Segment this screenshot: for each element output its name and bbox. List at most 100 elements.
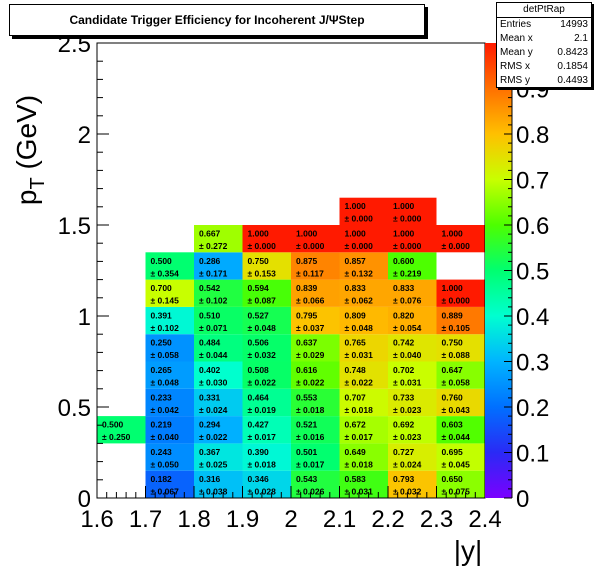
stats-label: Entries bbox=[500, 19, 532, 30]
stats-label: RMS x bbox=[500, 61, 530, 72]
x-tick-label: 2 bbox=[284, 506, 297, 533]
cell-value-label: 0.501 bbox=[296, 447, 318, 457]
cell-value-label: 0.733 bbox=[393, 392, 415, 402]
cell-value-label: 0.286 bbox=[199, 256, 221, 266]
heatmap-cell bbox=[242, 388, 291, 417]
cell-error-label: ± 0.040 bbox=[393, 350, 422, 360]
cell-value-label: 0.649 bbox=[345, 447, 367, 457]
cell-error-label: ± 0.022 bbox=[345, 378, 374, 388]
cell-value-label: 0.543 bbox=[296, 474, 318, 484]
y-tick-label: 0.5 bbox=[58, 395, 91, 422]
stats-label: RMS y bbox=[500, 75, 530, 86]
cell-error-label: ± 0.000 bbox=[393, 241, 422, 251]
cell-error-label: ± 0.016 bbox=[296, 432, 325, 442]
stats-label: Mean y bbox=[500, 47, 533, 58]
cell-value-label: 0.692 bbox=[393, 420, 415, 430]
cell-value-label: 0.294 bbox=[199, 420, 221, 430]
cell-value-label: 0.508 bbox=[248, 365, 270, 375]
cell-error-label: ± 0.067 bbox=[151, 487, 180, 497]
heatmap-cell bbox=[291, 225, 340, 253]
heatmap-cell bbox=[145, 252, 194, 280]
heatmap-cell bbox=[388, 388, 437, 417]
cell-value-label: 0.742 bbox=[393, 338, 415, 348]
cell-error-label: ± 0.028 bbox=[248, 487, 277, 497]
cell-value-label: 0.500 bbox=[102, 420, 124, 430]
y-tick-label: 1.5 bbox=[58, 213, 91, 240]
cell-value-label: 0.391 bbox=[151, 310, 173, 320]
y-tick-label: 2 bbox=[78, 122, 91, 149]
cell-error-label: ± 0.058 bbox=[442, 378, 471, 388]
heatmap-cell bbox=[291, 416, 340, 444]
cell-error-label: ± 0.029 bbox=[296, 350, 325, 360]
cell-value-label: 0.583 bbox=[345, 474, 367, 484]
cell-value-label: 0.833 bbox=[345, 283, 367, 293]
cell-value-label: 0.484 bbox=[199, 338, 221, 348]
cell-error-label: ± 0.038 bbox=[199, 487, 228, 497]
cell-error-label: ± 0.058 bbox=[151, 350, 180, 360]
cell-error-label: ± 0.037 bbox=[296, 323, 325, 333]
cell-error-label: ± 0.087 bbox=[248, 296, 277, 306]
cell-value-label: 0.667 bbox=[199, 228, 221, 238]
cell-error-label: ± 0.153 bbox=[248, 268, 277, 278]
heatmap-cell bbox=[388, 279, 437, 307]
heatmap-cell bbox=[242, 306, 291, 335]
cell-error-label: ± 0.017 bbox=[345, 432, 374, 442]
cell-error-label: ± 0.088 bbox=[442, 350, 471, 360]
cell-error-label: ± 0.048 bbox=[345, 323, 374, 333]
cell-value-label: 0.527 bbox=[248, 310, 270, 320]
stats-histogram-name: detPtRap bbox=[497, 3, 591, 18]
heatmap-cell bbox=[436, 334, 485, 362]
cell-value-label: 0.750 bbox=[248, 256, 270, 266]
cell-error-label: ± 0.272 bbox=[199, 241, 228, 251]
cell-error-label: ± 0.219 bbox=[393, 268, 422, 278]
cell-error-label: ± 0.031 bbox=[393, 378, 422, 388]
heatmap-cell bbox=[339, 388, 388, 417]
palette-tick-label: 0.7 bbox=[516, 168, 549, 195]
heatmap-cell bbox=[194, 361, 243, 389]
heatmap-cell bbox=[242, 443, 291, 471]
heatmap-cell bbox=[291, 443, 340, 471]
cell-value-label: 0.750 bbox=[442, 338, 464, 348]
cell-value-label: 0.250 bbox=[151, 338, 173, 348]
cell-error-label: ± 0.000 bbox=[442, 296, 471, 306]
heatmap-cell bbox=[339, 470, 388, 498]
cell-value-label: 0.765 bbox=[345, 338, 367, 348]
heatmap-cell bbox=[194, 470, 243, 498]
cell-error-label: ± 0.045 bbox=[442, 459, 471, 469]
cell-error-label: ± 0.071 bbox=[199, 323, 228, 333]
heatmap-cell bbox=[436, 279, 485, 307]
heatmap-cell bbox=[145, 334, 194, 362]
cell-error-label: ± 0.250 bbox=[102, 432, 131, 442]
cell-value-label: 0.702 bbox=[393, 365, 415, 375]
cell-error-label: ± 0.017 bbox=[296, 459, 325, 469]
cell-error-label: ± 0.024 bbox=[199, 405, 228, 415]
stats-row-mean-y: Mean y 0.8423 bbox=[497, 46, 591, 60]
cell-error-label: ± 0.024 bbox=[393, 459, 422, 469]
heatmap-cell bbox=[291, 388, 340, 417]
heatmap-cell bbox=[388, 416, 437, 444]
cell-value-label: 0.331 bbox=[199, 392, 221, 402]
cell-error-label: ± 0.018 bbox=[345, 405, 374, 415]
heatmap-cell bbox=[436, 470, 485, 498]
cell-value-label: 0.390 bbox=[248, 447, 270, 457]
cell-error-label: ± 0.019 bbox=[248, 405, 277, 415]
x-tick-label: 2.4 bbox=[468, 506, 501, 533]
heatmap-cell bbox=[145, 388, 194, 417]
cell-error-label: ± 0.062 bbox=[345, 296, 374, 306]
palette-tick-label: 0.6 bbox=[516, 213, 549, 240]
cell-value-label: 0.857 bbox=[345, 256, 367, 266]
stats-value: 0.4493 bbox=[557, 75, 588, 86]
cell-value-label: 0.833 bbox=[393, 283, 415, 293]
cell-value-label: 0.672 bbox=[345, 420, 367, 430]
cell-value-label: 0.367 bbox=[199, 447, 221, 457]
heatmap-cell bbox=[145, 279, 194, 307]
cell-value-label: 0.316 bbox=[199, 474, 221, 484]
heatmap-cell bbox=[388, 443, 437, 471]
cell-value-label: 0.748 bbox=[345, 365, 367, 375]
stats-value: 2.1 bbox=[574, 33, 588, 44]
cell-value-label: 0.182 bbox=[151, 474, 173, 484]
cell-value-label: 1.000 bbox=[393, 201, 415, 211]
palette-tick-label: 0.8 bbox=[516, 122, 549, 149]
cell-error-label: ± 0.023 bbox=[393, 405, 422, 415]
cell-error-label: ± 0.066 bbox=[296, 296, 325, 306]
